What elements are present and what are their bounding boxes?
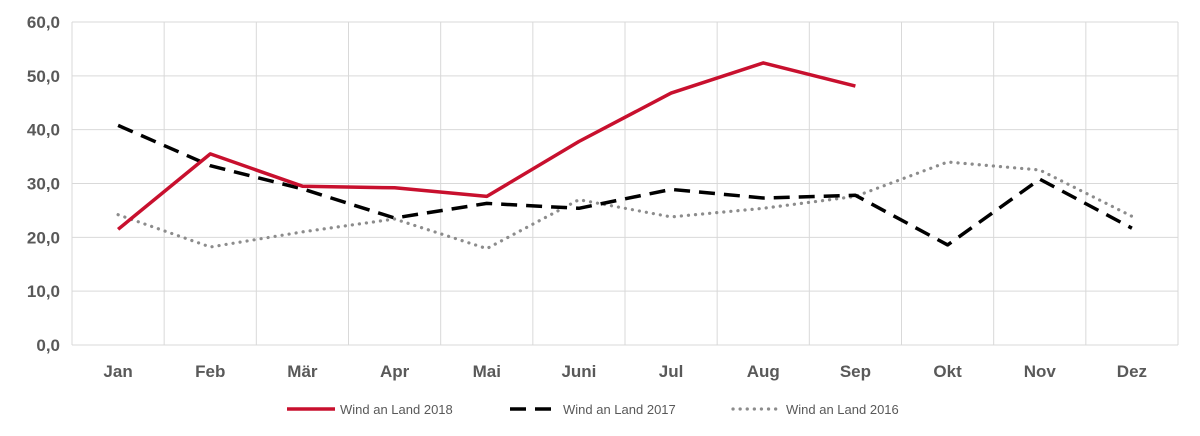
x-tick-label: Juni [561, 362, 596, 381]
x-tick-label: Aug [747, 362, 780, 381]
x-tick-label: Mär [287, 362, 318, 381]
x-tick-label: Apr [380, 362, 410, 381]
series-line-wind-an-land-2017 [117, 123, 1133, 247]
legend-label: Wind an Land 2018 [340, 402, 453, 417]
x-tick-label: Jan [103, 362, 132, 381]
y-tick-label: 20,0 [27, 228, 60, 247]
x-tick-label: Nov [1024, 362, 1057, 381]
y-tick-label: 10,0 [27, 282, 60, 301]
x-tick-label: Feb [195, 362, 225, 381]
x-tick-label: Okt [933, 362, 962, 381]
x-tick-label: Jul [659, 362, 684, 381]
y-tick-label: 0,0 [36, 336, 60, 355]
y-tick-label: 50,0 [27, 67, 60, 86]
series-line-wind-an-land-2016 [116, 160, 1134, 251]
y-tick-label: 60,0 [27, 13, 60, 32]
series-line-wind-an-land-2018 [116, 61, 856, 231]
x-tick-label: Sep [840, 362, 871, 381]
y-tick-label: 30,0 [27, 175, 60, 194]
y-tick-label: 40,0 [27, 121, 60, 140]
legend-label: Wind an Land 2017 [563, 402, 676, 417]
x-tick-label: Mai [473, 362, 501, 381]
x-tick-label: Dez [1117, 362, 1147, 381]
legend-label: Wind an Land 2016 [786, 402, 899, 417]
